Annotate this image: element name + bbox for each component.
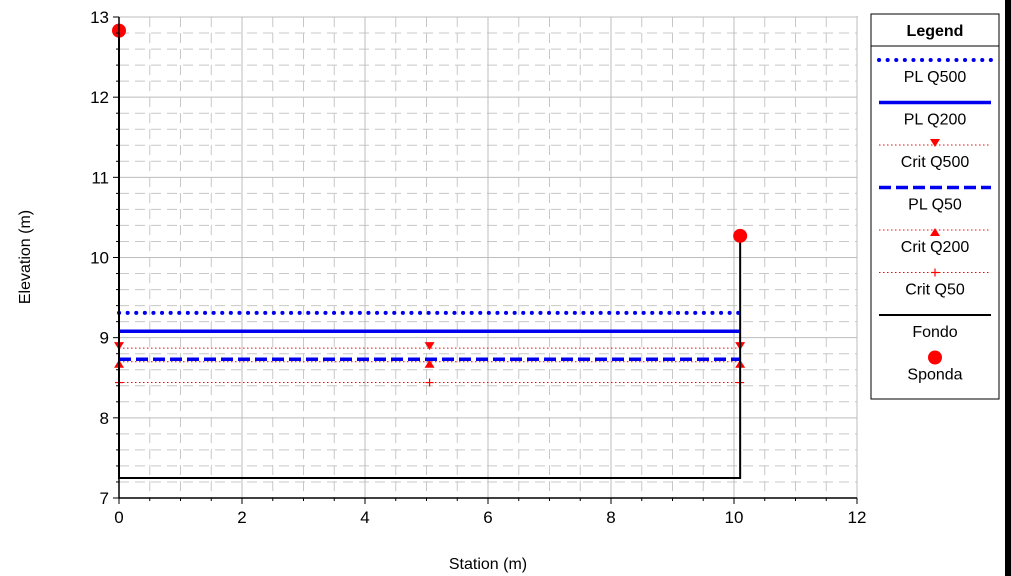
legend-label: PL Q200 (904, 112, 967, 129)
data-point-crit-q50 (425, 378, 434, 387)
legend-item-sponda: Sponda (907, 350, 963, 384)
x-tick-label: 2 (237, 508, 246, 527)
x-axis-title: Station (m) (449, 556, 527, 573)
legend-item-pl-q200: PL Q200 (879, 100, 991, 129)
legend-box (870, 13, 1000, 400)
legend-item-crit-q500: Crit Q500 (879, 139, 991, 171)
data-point-crit-q200 (424, 359, 435, 368)
y-tick-label: 13 (90, 8, 109, 27)
series-layer (112, 23, 748, 479)
legend-item-pl-q500: PL Q500 (877, 58, 993, 86)
x-tick-label: 12 (848, 508, 867, 527)
legend-label: Fondo (912, 324, 957, 341)
legend-title: Legend (907, 23, 964, 40)
x-tick-label: 8 (606, 508, 615, 527)
legend: Legend PL Q500 PL Q200 Crit Q500 PL Q50 Crit… (870, 13, 1000, 400)
legend-item-crit-q50: Crit Q50 (879, 268, 991, 299)
legend-label: Crit Q200 (901, 239, 970, 256)
legend-item-pl-q50: PL Q50 (879, 185, 991, 214)
legend-marker (931, 268, 939, 277)
y-tick-label: 11 (91, 168, 109, 187)
axes: 0 2 4 6 8 10 12 7 8 9 10 11 12 13 (90, 8, 866, 527)
x-tick-label: 6 (483, 508, 492, 527)
legend-label: PL Q50 (908, 197, 962, 214)
legend-label: Sponda (907, 367, 962, 384)
data-point-crit-q500 (424, 342, 435, 351)
legend-label: Crit Q50 (905, 282, 965, 299)
y-tick-label: 8 (100, 409, 109, 428)
y-tick-label: 10 (90, 249, 109, 268)
legend-marker (928, 350, 942, 365)
x-tick-label: 10 (725, 508, 744, 527)
grid (118, 16, 858, 499)
legend-item-fondo: Fondo (879, 314, 991, 341)
data-point-sponda (733, 228, 748, 243)
y-tick-label: 9 (100, 329, 109, 348)
legend-label: PL Q500 (904, 69, 967, 86)
window-edge (1005, 0, 1011, 576)
x-tick-label: 4 (360, 508, 369, 527)
legend-label: Crit Q500 (901, 154, 970, 171)
y-tick-label: 7 (100, 489, 109, 508)
legend-item-crit-q200: Crit Q200 (879, 228, 991, 256)
legend-items: PL Q500 PL Q200 Crit Q500 PL Q50 Crit Q200 Cr… (877, 58, 993, 384)
y-tick-label: 12 (90, 88, 109, 107)
y-axis-title: Elevation (m) (17, 210, 34, 304)
legend-marker (930, 228, 940, 236)
x-tick-label: 0 (114, 508, 123, 527)
legend-marker (930, 139, 940, 147)
